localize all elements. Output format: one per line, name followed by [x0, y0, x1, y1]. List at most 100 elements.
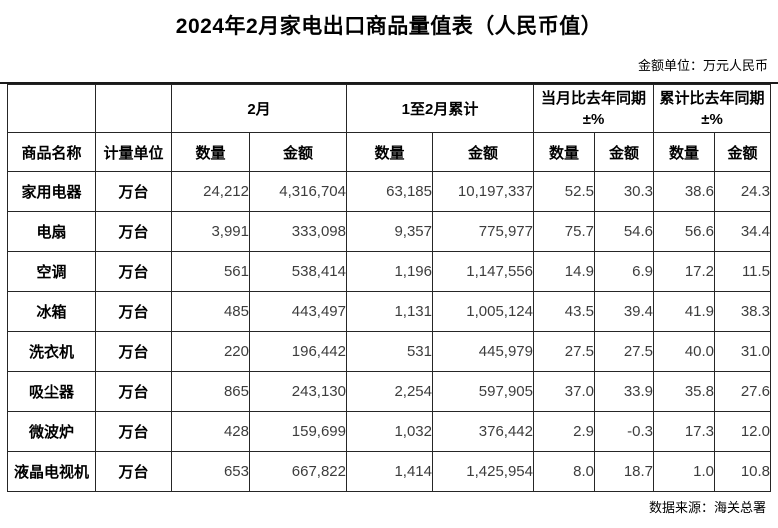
- header-group-month-yoy: 当月比去年同期 ±%: [532, 84, 655, 133]
- cum-qty-cell: 9,357: [346, 211, 433, 252]
- product-name-cell: 电扇: [7, 211, 96, 252]
- unit-cell: 万台: [95, 251, 172, 292]
- mom-amt-cell: 27.5: [593, 331, 655, 372]
- unit-cell: 万台: [95, 291, 172, 332]
- yoy-qty-cell: 17.3: [653, 411, 716, 452]
- header-group-cum-yoy-line1: 累计比去年同期: [659, 89, 765, 107]
- feb-qty-cell: 561: [171, 251, 250, 292]
- feb-qty-cell: 3,991: [171, 211, 250, 252]
- table-row: 微波炉 万台 428 159,699 1,032 376,442 2.9 -0.…: [7, 411, 772, 452]
- yoy-amt-cell: 10.8: [714, 451, 772, 492]
- product-name-cell: 冰箱: [7, 291, 96, 332]
- product-name-cell: 微波炉: [7, 411, 96, 452]
- cum-amt-cell: 376,442: [432, 411, 534, 452]
- header-mom-amt: 金额: [593, 132, 655, 172]
- product-name-cell: 家用电器: [7, 171, 96, 212]
- cum-qty-cell: 1,414: [346, 451, 433, 492]
- source-note: 数据来源：海关总署: [648, 500, 766, 515]
- cum-amt-cell: 1,147,556: [432, 251, 534, 292]
- feb-amt-cell: 243,130: [249, 371, 347, 412]
- header-group-feb: 2月: [171, 84, 347, 133]
- yoy-amt-cell: 31.0: [714, 331, 772, 372]
- cum-qty-cell: 1,032: [346, 411, 433, 452]
- header-unit: 计量单位: [95, 132, 172, 172]
- mom-qty-cell: 27.5: [533, 331, 595, 372]
- table-row: 冰箱 万台 485 443,497 1,131 1,005,124 43.5 3…: [7, 291, 772, 332]
- mom-qty-cell: 14.9: [533, 251, 595, 292]
- feb-amt-cell: 196,442: [249, 331, 347, 372]
- cum-qty-cell: 1,196: [346, 251, 433, 292]
- header-yoy-amt: 金额: [714, 132, 772, 172]
- cum-amt-cell: 445,979: [432, 331, 534, 372]
- unit-cell: 万台: [95, 331, 172, 372]
- unit-cell: 万台: [95, 171, 172, 212]
- table-header-sub-row: 商品名称 计量单位 数量 金额 数量 金额 数量 金额 数量 金额: [7, 132, 772, 172]
- feb-qty-cell: 865: [171, 371, 250, 412]
- mom-qty-cell: 37.0: [533, 371, 595, 412]
- mom-amt-cell: 39.4: [593, 291, 655, 332]
- table-row: 洗衣机 万台 220 196,442 531 445,979 27.5 27.5…: [7, 331, 772, 372]
- unit-cell: 万台: [95, 211, 172, 252]
- yoy-qty-cell: 40.0: [653, 331, 716, 372]
- empty-header-cell: [7, 84, 96, 133]
- cum-qty-cell: 1,131: [346, 291, 433, 332]
- mom-amt-cell: 54.6: [593, 211, 655, 252]
- feb-qty-cell: 485: [171, 291, 250, 332]
- feb-amt-cell: 667,822: [249, 451, 347, 492]
- unit-cell: 万台: [95, 371, 172, 412]
- table-header-group-row: 2月 1至2月累计 当月比去年同期 ±% 累计比去年同期 ±%: [7, 84, 772, 133]
- page-title: 2024年2月家电出口商品量值表（人民币值）: [175, 15, 603, 38]
- feb-amt-cell: 4,316,704: [249, 171, 347, 212]
- cum-amt-cell: 10,197,337: [432, 171, 534, 212]
- header-group-month-yoy-line2: ±%: [582, 110, 605, 128]
- product-name-cell: 吸尘器: [7, 371, 96, 412]
- yoy-amt-cell: 12.0: [714, 411, 772, 452]
- cum-amt-cell: 1,005,124: [432, 291, 534, 332]
- product-name-cell: 洗衣机: [7, 331, 96, 372]
- yoy-qty-cell: 56.6: [653, 211, 716, 252]
- unit-cell: 万台: [95, 451, 172, 492]
- yoy-amt-cell: 27.6: [714, 371, 772, 412]
- header-group-month-yoy-line1: 当月比去年同期: [541, 89, 647, 107]
- cum-amt-cell: 597,905: [432, 371, 534, 412]
- cum-amt-cell: 1,425,954: [432, 451, 534, 492]
- export-data-table: 2月 1至2月累计 当月比去年同期 ±% 累计比去年同期 ±% 商品名称 计量单…: [7, 84, 772, 492]
- mom-qty-cell: 43.5: [533, 291, 595, 332]
- yoy-qty-cell: 1.0: [653, 451, 716, 492]
- yoy-amt-cell: 38.3: [714, 291, 772, 332]
- header-mom-qty: 数量: [533, 132, 595, 172]
- mom-qty-cell: 52.5: [533, 171, 595, 212]
- header-group-cum-yoy: 累计比去年同期 ±%: [653, 84, 772, 133]
- mom-qty-cell: 8.0: [533, 451, 595, 492]
- table-row: 家用电器 万台 24,212 4,316,704 63,185 10,197,3…: [7, 171, 772, 212]
- unit-cell: 万台: [95, 411, 172, 452]
- table-row: 空调 万台 561 538,414 1,196 1,147,556 14.9 6…: [7, 251, 772, 292]
- feb-amt-cell: 159,699: [249, 411, 347, 452]
- header-cum-amt: 金额: [432, 132, 534, 172]
- table-row: 液晶电视机 万台 653 667,822 1,414 1,425,954 8.0…: [7, 451, 772, 492]
- mom-amt-cell: 33.9: [593, 371, 655, 412]
- cum-qty-cell: 63,185: [346, 171, 433, 212]
- yoy-amt-cell: 11.5: [714, 251, 772, 292]
- header-yoy-qty: 数量: [653, 132, 716, 172]
- mom-amt-cell: -0.3: [593, 411, 655, 452]
- yoy-qty-cell: 35.8: [653, 371, 716, 412]
- unit-note: 金额单位：万元人民币: [637, 58, 768, 73]
- product-name-cell: 液晶电视机: [7, 451, 96, 492]
- header-group-cum-yoy-line2: ±%: [701, 110, 723, 128]
- cum-qty-cell: 2,254: [346, 371, 433, 412]
- feb-qty-cell: 653: [171, 451, 250, 492]
- mom-qty-cell: 2.9: [533, 411, 595, 452]
- feb-amt-cell: 443,497: [249, 291, 347, 332]
- yoy-qty-cell: 38.6: [653, 171, 716, 212]
- feb-amt-cell: 333,098: [249, 211, 347, 252]
- top-rule: [0, 82, 778, 84]
- yoy-amt-cell: 34.4: [714, 211, 772, 252]
- yoy-qty-cell: 41.9: [653, 291, 716, 332]
- cum-qty-cell: 531: [346, 331, 433, 372]
- yoy-amt-cell: 24.3: [714, 171, 772, 212]
- mom-amt-cell: 6.9: [593, 251, 655, 292]
- header-feb-amt: 金额: [249, 132, 347, 172]
- feb-qty-cell: 220: [171, 331, 250, 372]
